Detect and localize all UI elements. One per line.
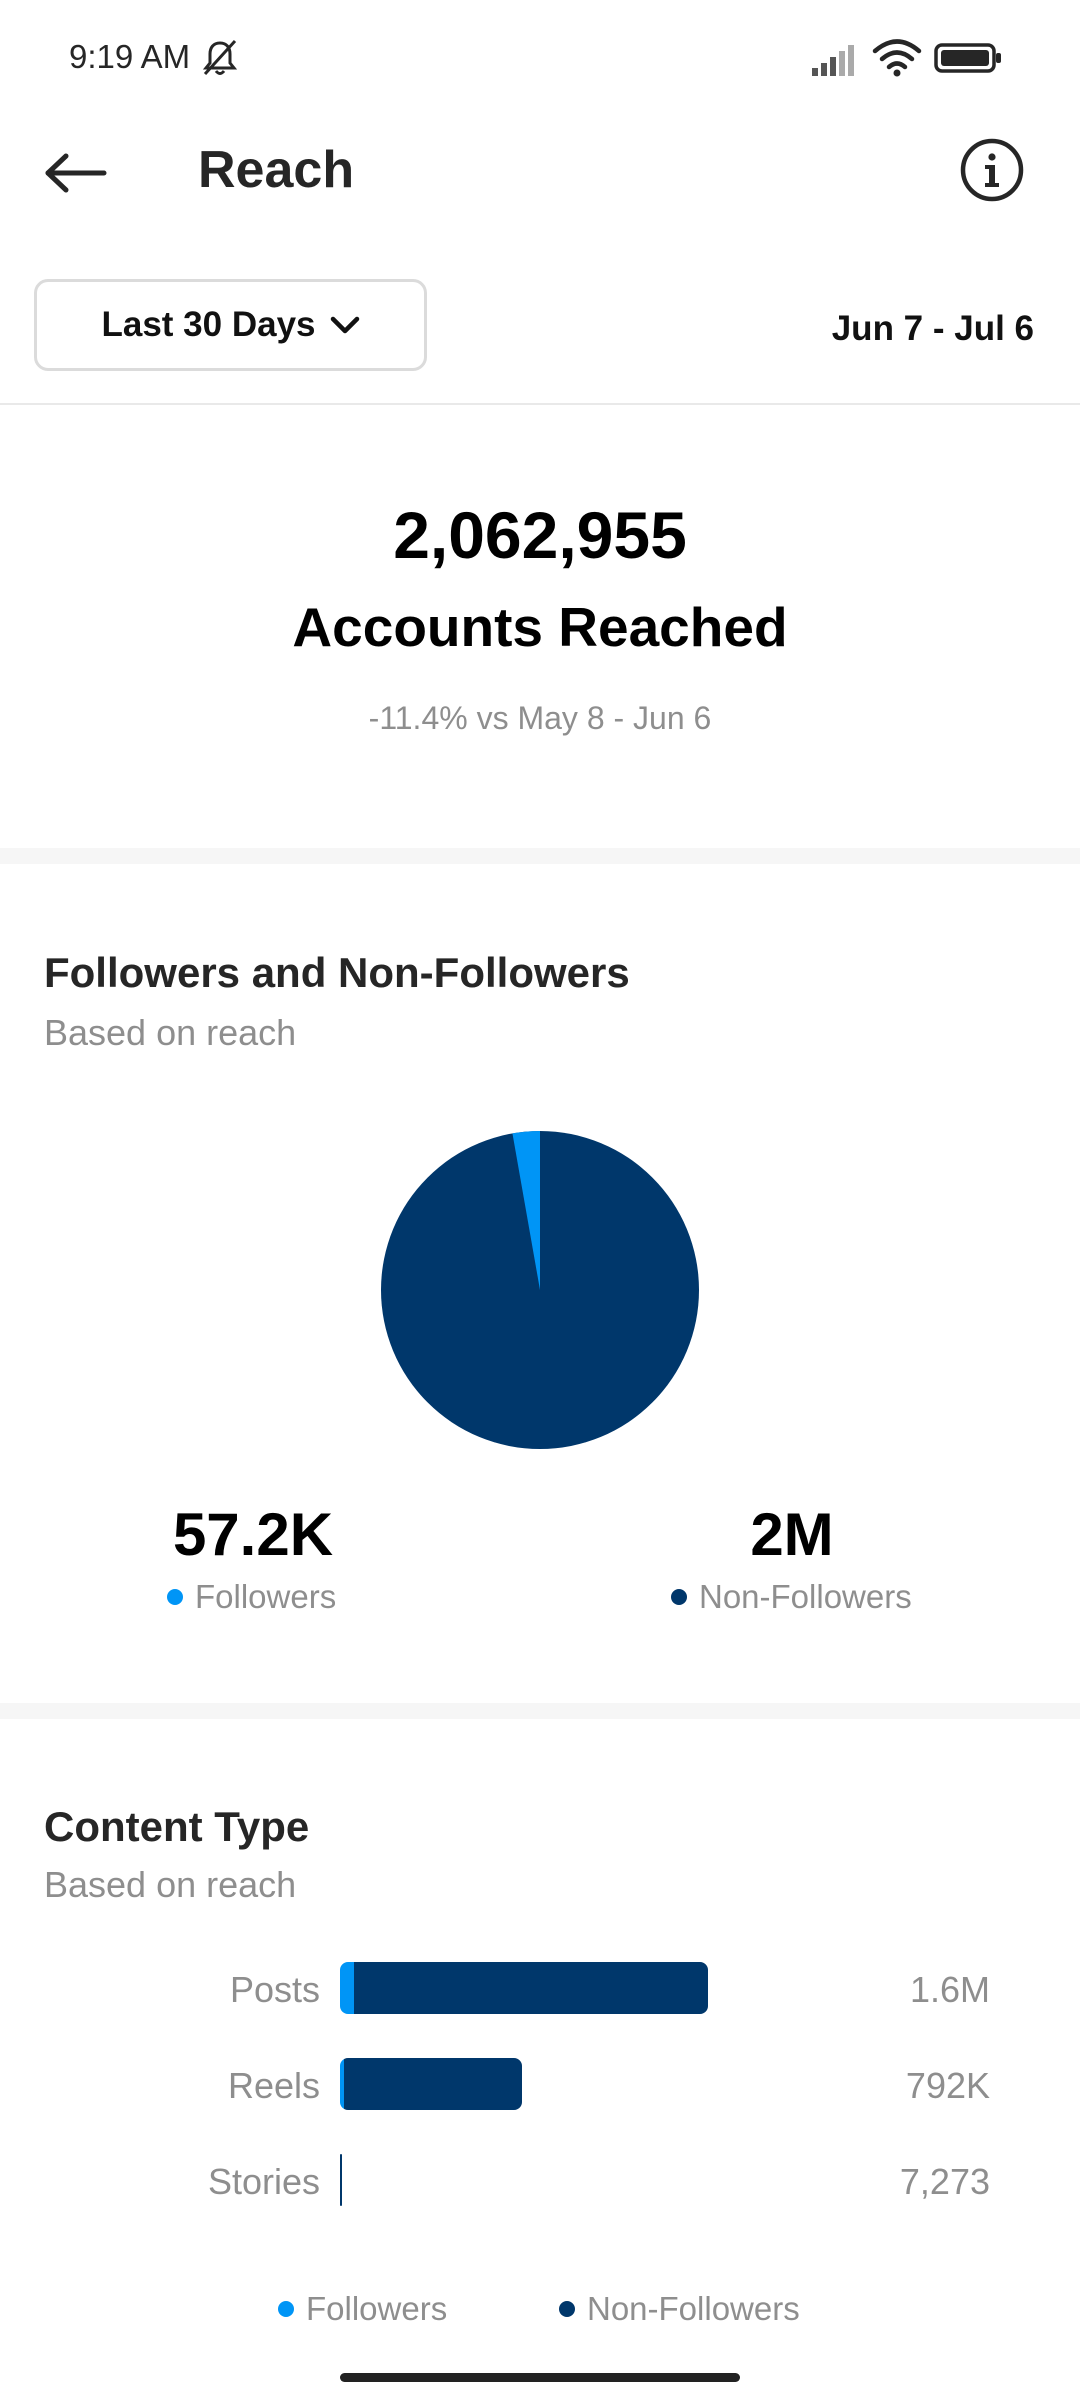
bar-segment-followers bbox=[340, 1962, 354, 2014]
followers-section-subtitle: Based on reach bbox=[44, 1012, 297, 1053]
followers-legend-label: Followers bbox=[195, 1578, 337, 1615]
bar-label-posts: Posts bbox=[229, 1969, 320, 2010]
section-divider bbox=[0, 1703, 1080, 1719]
followers-dot-icon bbox=[167, 1589, 183, 1605]
bar-posts bbox=[340, 1962, 708, 2014]
bar-label-reels: Reels bbox=[227, 2065, 320, 2106]
followers-legend: Followers bbox=[167, 1578, 336, 1616]
bar-segment-non-followers bbox=[354, 1962, 708, 2014]
bar-segment-non-followers bbox=[344, 2058, 522, 2110]
non-followers-dot-icon bbox=[671, 1589, 687, 1605]
content-legend-non-followers-label: Non-Followers bbox=[587, 2290, 800, 2327]
content-legend-followers: Followers bbox=[278, 2290, 447, 2328]
signal-icon bbox=[812, 45, 854, 76]
bar-segment-non-followers bbox=[340, 2154, 342, 2206]
bar-value-posts: 1.6M bbox=[909, 1969, 990, 2010]
non-followers-count: 2M bbox=[750, 1501, 834, 1568]
back-button[interactable] bbox=[36, 138, 116, 208]
content-legend-non-followers: Non-Followers bbox=[559, 2290, 800, 2328]
section-divider bbox=[0, 848, 1080, 864]
bar-stories bbox=[340, 2154, 342, 2206]
content-legend-followers-label: Followers bbox=[306, 2290, 448, 2327]
followers-pie-chart bbox=[381, 1131, 699, 1449]
bar-value-reels: 792K bbox=[905, 2065, 990, 2106]
followers-section-title: Followers and Non-Followers bbox=[44, 949, 630, 996]
wifi-icon bbox=[872, 39, 922, 77]
followers-count: 57.2K bbox=[172, 1501, 334, 1568]
non-followers-legend: Non-Followers bbox=[671, 1578, 912, 1616]
chevron-down-icon bbox=[330, 316, 359, 334]
divider bbox=[0, 403, 1080, 405]
bar-reels bbox=[340, 2058, 522, 2110]
content-section-subtitle: Based on reach bbox=[44, 1864, 297, 1905]
bell-muted-icon bbox=[202, 39, 238, 76]
bar-label-stories: Stories bbox=[207, 2161, 320, 2202]
date-range-dropdown[interactable]: Last 30 Days bbox=[34, 279, 427, 371]
arrow-left-icon bbox=[45, 153, 107, 193]
page-title: Reach bbox=[198, 141, 355, 199]
accounts-reached-count: 2,062,955 bbox=[393, 498, 687, 572]
date-range-text: Jun 7 - Jul 6 bbox=[831, 309, 1034, 348]
battery-icon bbox=[934, 43, 1001, 73]
bar-segment-followers bbox=[340, 2058, 344, 2110]
non-followers-dot-icon bbox=[559, 2301, 575, 2317]
pie-slice-followers bbox=[512, 1131, 540, 1290]
home-indicator[interactable] bbox=[340, 2373, 740, 2382]
accounts-reached-label: Accounts Reached bbox=[292, 596, 788, 658]
bar-value-stories: 7,273 bbox=[899, 2161, 990, 2202]
info-icon[interactable] bbox=[956, 134, 1028, 206]
status-time: 9:19 AM bbox=[69, 38, 191, 75]
date-range-dropdown-label: Last 30 Days bbox=[101, 305, 316, 344]
accounts-reached-comparison: -11.4% vs May 8 - Jun 6 bbox=[368, 700, 712, 736]
non-followers-legend-label: Non-Followers bbox=[699, 1578, 912, 1615]
content-section-title: Content Type bbox=[44, 1803, 310, 1850]
followers-dot-icon bbox=[278, 2301, 294, 2317]
